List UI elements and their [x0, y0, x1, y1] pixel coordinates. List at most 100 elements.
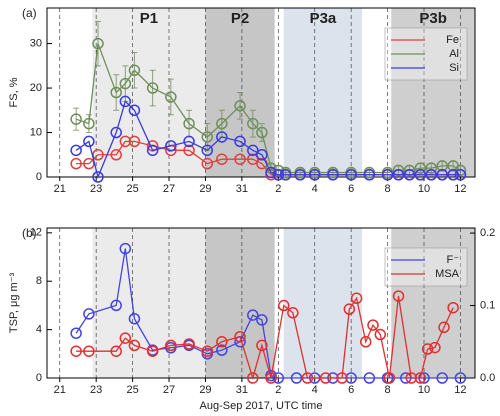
data-point — [110, 149, 122, 161]
x-tick-label: 4 — [312, 384, 318, 396]
error-bar — [94, 20, 101, 67]
data-point — [425, 162, 438, 174]
x-tick-label: 8 — [385, 384, 391, 396]
data-point — [290, 372, 303, 384]
x-tick-label: 27 — [163, 183, 175, 195]
data-point — [216, 153, 228, 165]
error-bar — [149, 69, 156, 107]
data-point — [350, 292, 363, 305]
x-tick-label: 29 — [199, 384, 211, 396]
error-bar — [237, 92, 244, 120]
data-point — [146, 345, 159, 357]
data-point — [119, 77, 132, 90]
data-point — [234, 135, 246, 148]
data-point — [119, 95, 132, 108]
y2-tick-label: 0.2 — [480, 227, 495, 239]
y-tick-label: 0 — [36, 171, 42, 183]
period-label: P3a — [310, 10, 337, 27]
data-point — [278, 299, 290, 312]
data-point — [256, 314, 268, 326]
period-label: P3b — [419, 10, 447, 27]
x-tick-label: 2 — [275, 384, 281, 396]
data-point — [247, 117, 259, 130]
data-point — [272, 169, 285, 181]
x-tick-label: 25 — [126, 384, 138, 396]
data-point — [128, 312, 141, 325]
data-point — [294, 169, 306, 181]
data-point — [234, 330, 246, 343]
data-point — [92, 171, 104, 183]
data-point — [392, 290, 405, 302]
data-point — [383, 372, 396, 384]
x-tick-label: 2 — [275, 183, 281, 195]
x-tick-label: 4 — [312, 183, 318, 195]
data-point — [447, 301, 459, 314]
data-point — [343, 303, 356, 315]
data-point — [119, 135, 132, 148]
data-point — [247, 144, 259, 157]
data-point — [272, 372, 285, 384]
data-point — [359, 336, 372, 348]
data-point — [367, 319, 379, 331]
data-point — [363, 169, 376, 181]
data-point — [345, 372, 357, 384]
data-point — [70, 157, 82, 170]
x-tick-label: 23 — [90, 183, 102, 195]
legend-label: MSA — [435, 268, 460, 280]
data-point — [201, 157, 214, 170]
data-point — [70, 345, 82, 357]
data-point — [165, 91, 177, 103]
data-point — [256, 339, 268, 352]
data-point — [256, 126, 268, 139]
data-point — [92, 149, 104, 161]
series-line — [75, 248, 461, 379]
data-point — [256, 149, 268, 161]
error-bar — [73, 107, 80, 131]
data-point — [345, 169, 357, 181]
data-point — [279, 169, 292, 181]
data-point — [429, 341, 441, 354]
x-tick-label: 27 — [163, 384, 175, 396]
error-bar — [131, 51, 138, 89]
error-bar — [258, 123, 265, 142]
data-point — [374, 328, 387, 341]
error-bar — [249, 109, 256, 138]
data-point — [454, 372, 467, 384]
data-point — [216, 117, 228, 130]
data-point — [301, 372, 314, 384]
data-point — [146, 82, 159, 94]
error-bar — [85, 114, 92, 134]
data-point — [265, 166, 277, 179]
data-point — [265, 372, 277, 384]
data-point — [165, 140, 177, 152]
data-point — [83, 135, 95, 148]
data-point — [128, 104, 141, 117]
panel-label: (a) — [22, 6, 37, 20]
data-point — [327, 169, 339, 181]
x-tick-label: 10 — [418, 183, 430, 195]
data-point — [165, 339, 177, 352]
x-tick-label: 21 — [54, 384, 66, 396]
panel-label: (b) — [22, 226, 37, 240]
x-tick-label: 6 — [348, 183, 354, 195]
legend-label: F⁻ — [446, 254, 459, 266]
y-axis-label: TSP, μg m⁻³ — [8, 273, 20, 334]
data-point — [447, 169, 459, 181]
x-tick-label: 25 — [126, 183, 138, 195]
data-point — [247, 309, 259, 321]
data-point — [425, 169, 438, 181]
data-point — [128, 339, 141, 352]
data-point — [421, 343, 434, 355]
data-point — [70, 327, 82, 339]
data-point — [70, 113, 82, 125]
x-tick-label: 31 — [236, 183, 248, 195]
data-point — [336, 372, 348, 384]
data-point — [216, 344, 228, 356]
data-point — [83, 345, 95, 357]
data-point — [110, 126, 122, 139]
data-point — [414, 169, 427, 181]
y-tick-label: 0 — [36, 372, 42, 384]
y2-tick-label: 0.0 — [480, 372, 495, 384]
data-point — [414, 162, 427, 174]
